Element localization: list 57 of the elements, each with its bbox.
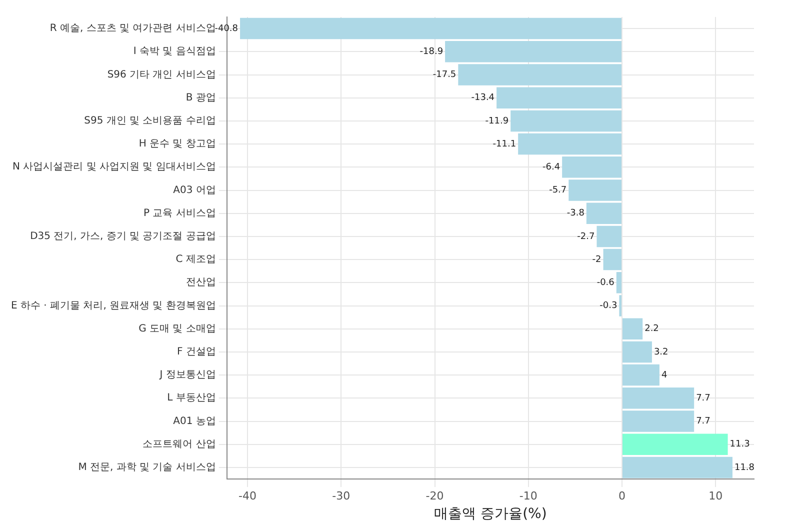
data-label: -0.3 bbox=[600, 301, 618, 312]
bar bbox=[622, 456, 732, 478]
y-tick-label: M 전문, 과학 및 기술 서비스업 bbox=[78, 462, 216, 474]
data-label: -3.8 bbox=[566, 208, 585, 219]
y-tick-label: C 제조업 bbox=[176, 254, 216, 266]
y-tick-label: 전산업 bbox=[186, 277, 216, 288]
data-label: -0.6 bbox=[596, 278, 615, 288]
y-tick-label: E 하수 · 폐기물 처리, 원료재생 및 환경복원업 bbox=[10, 300, 216, 312]
data-label: -5.7 bbox=[549, 186, 567, 196]
y-tick-label: A01 농업 bbox=[173, 416, 216, 427]
data-label: -2.7 bbox=[577, 232, 595, 242]
y-tick-label: I 숙박 및 음식점업 bbox=[133, 46, 216, 58]
y-tick-label: L 부동산업 bbox=[167, 392, 216, 404]
y-tick-label: H 운수 및 창고업 bbox=[138, 138, 216, 150]
bar bbox=[622, 434, 728, 455]
data-label: -2 bbox=[592, 254, 602, 265]
data-label: 4 bbox=[661, 370, 668, 380]
bar bbox=[622, 341, 652, 363]
y-tick-label: S96 기타 개인 서비스업 bbox=[107, 69, 216, 80]
data-label: 3.2 bbox=[654, 347, 668, 358]
y-tick-label: S95 개인 및 소비용품 수리업 bbox=[84, 116, 216, 127]
y-tick-label: R 예술, 스포츠 및 여가관련 서비스업 bbox=[50, 23, 216, 34]
data-label: 7.7 bbox=[696, 416, 710, 427]
data-label: -11.1 bbox=[492, 139, 516, 150]
x-tick-label: -20 bbox=[426, 489, 444, 502]
x-tick-label: 0 bbox=[618, 489, 626, 502]
x-tick-label: -30 bbox=[332, 489, 350, 502]
data-label: 11.8 bbox=[734, 462, 755, 473]
data-label: -11.9 bbox=[485, 116, 509, 126]
bar bbox=[596, 226, 622, 248]
bar bbox=[603, 248, 622, 270]
y-tick-label: B 광업 bbox=[186, 92, 216, 104]
y-tick-label: F 건설업 bbox=[176, 346, 216, 358]
data-label: 2.2 bbox=[644, 324, 659, 334]
bar bbox=[240, 18, 622, 40]
y-tick-label: J 정보통신업 bbox=[158, 370, 216, 381]
data-label: -13.4 bbox=[471, 93, 495, 104]
bar bbox=[510, 110, 622, 132]
y-tick-label: P 교육 서비스업 bbox=[144, 208, 216, 219]
data-label: -6.4 bbox=[542, 162, 560, 172]
bar bbox=[622, 318, 643, 340]
x-tick-label: 10 bbox=[708, 489, 723, 502]
bar bbox=[622, 364, 660, 386]
data-label: 7.7 bbox=[696, 393, 710, 404]
y-tick-label: 소프트웨어 산업 bbox=[142, 438, 216, 450]
x-tick-label: -10 bbox=[519, 489, 538, 502]
x-axis-title: 매출액 증가율(%) bbox=[434, 506, 547, 522]
bar bbox=[518, 133, 622, 155]
y-tick-label: G 도매 및 소매업 bbox=[138, 323, 216, 334]
data-label: -40.8 bbox=[214, 24, 238, 34]
data-label: 11.3 bbox=[730, 440, 750, 450]
x-tick-label: -40 bbox=[238, 489, 257, 502]
y-tick-label: D35 전기, 가스, 증기 및 공기조절 공급업 bbox=[30, 231, 216, 242]
data-label: -18.9 bbox=[420, 46, 444, 57]
data-label: -17.5 bbox=[432, 70, 456, 80]
y-tick-label: A03 어업 bbox=[173, 184, 216, 196]
y-tick-label: N 사업시설관리 및 사업지원 및 임대서비스업 bbox=[12, 162, 216, 173]
